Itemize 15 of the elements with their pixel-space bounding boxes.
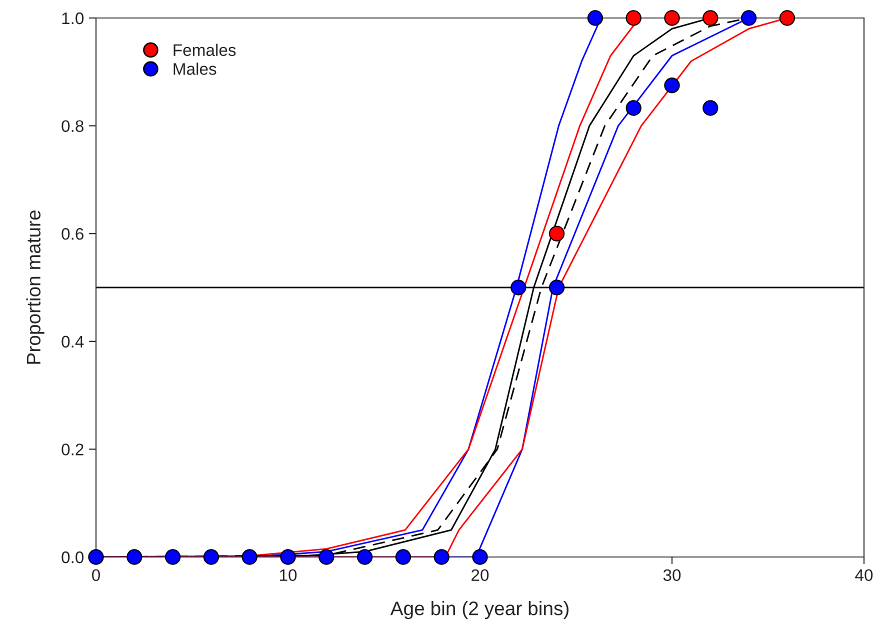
y-tick-label: 0.8 — [62, 120, 84, 132]
legend-label: Males — [174, 62, 216, 75]
legend-label: Females — [174, 44, 236, 56]
y-tick-label: 0.6 — [62, 228, 84, 240]
y-tick-label: 0.4 — [62, 336, 84, 348]
x-tick-label: 10 — [280, 569, 297, 582]
y-tick-label: 0.2 — [62, 444, 84, 456]
y-axis-title: Proportion mature — [26, 210, 44, 364]
y-tick-label: 1.0 — [62, 12, 84, 24]
x-axis-title: Age bin (2 year bins) — [390, 601, 569, 620]
x-tick-label: 20 — [472, 569, 489, 582]
y-tick-label: 0.0 — [62, 551, 84, 564]
x-tick-label: 0 — [92, 569, 100, 582]
x-tick-label: 40 — [855, 569, 873, 582]
x-tick-label: 30 — [663, 569, 681, 582]
